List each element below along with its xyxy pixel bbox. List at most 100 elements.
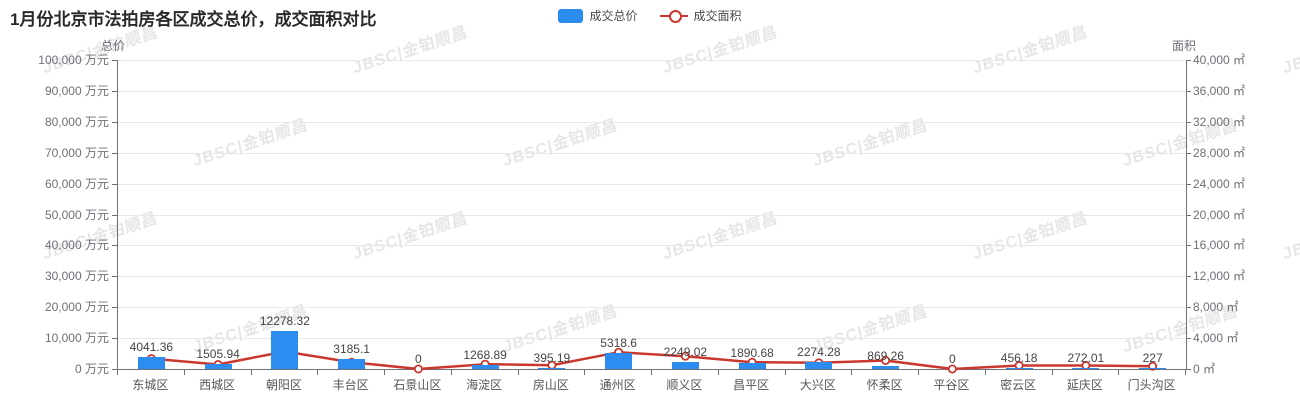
x-axis-category-label: 昌平区 <box>733 378 770 392</box>
bar-value-label: 227 <box>1142 351 1163 366</box>
bar-value-label: 1268.89 <box>463 348 507 363</box>
left-axis-tick-label: 20,000 万元 <box>44 300 109 315</box>
right-axis-tick <box>1186 369 1191 370</box>
left-axis-tick-label: 60,000 万元 <box>44 176 109 191</box>
x-axis-category-label: 通州区 <box>599 378 636 392</box>
x-axis-tick <box>717 370 719 375</box>
x-axis-tick <box>183 370 185 375</box>
line-point[interactable] <box>1081 361 1091 371</box>
legend-item-area[interactable]: 成交面积 <box>659 7 742 24</box>
x-axis-category-label: 大兴区 <box>799 378 836 392</box>
gridline <box>117 183 1185 185</box>
bar[interactable] <box>1072 368 1100 369</box>
line-path <box>151 350 1153 371</box>
bar-value-label: 12278.32 <box>259 314 310 329</box>
right-axis-tick-label: 12,000 ㎡ <box>1193 269 1246 284</box>
bar-series-swatch-icon <box>558 8 584 23</box>
bar-value-label: 1890.68 <box>730 346 774 361</box>
legend-label-total-price: 成交总价 <box>589 9 638 23</box>
right-axis-tick-label: 20,000 ㎡ <box>1193 207 1246 222</box>
line-point[interactable] <box>1014 361 1024 371</box>
line-point[interactable] <box>947 364 957 374</box>
bar-value-label: 2249.02 <box>663 345 708 360</box>
right-axis-tick-label: 4,000 ㎡ <box>1193 331 1239 346</box>
x-axis-tick <box>1051 370 1053 375</box>
left-axis-tick <box>112 338 117 340</box>
x-axis-tick <box>384 370 385 375</box>
x-axis-category-label: 石景山区 <box>393 378 442 392</box>
right-axis-tick-label: 0 ㎡ <box>1193 362 1216 376</box>
bar-value-label: 456.18 <box>1000 350 1038 365</box>
x-axis-category-label: 海淀区 <box>466 378 503 392</box>
bar[interactable] <box>605 352 633 369</box>
left-axis-tick <box>112 276 117 278</box>
left-axis-tick-label: 100,000 万元 <box>38 53 109 67</box>
bar-value-label: 272.01 <box>1067 351 1105 366</box>
chart-title: 1月份北京市法拍房各区成交总价，成交面积对比 <box>10 10 377 29</box>
x-axis-tick <box>651 370 652 375</box>
bar[interactable] <box>738 363 766 369</box>
left-axis-tick <box>112 245 117 247</box>
plot-area: 4041.36 1505.94 12278.32 3185.1 0 1268.89 395.… <box>117 60 1187 374</box>
line-series-swatch-icon <box>659 9 688 23</box>
right-axis-tick-label: 32,000 ㎡ <box>1193 114 1246 129</box>
left-axis-tick-label: 50,000 万元 <box>44 207 109 222</box>
bar[interactable] <box>471 365 499 369</box>
x-axis-tick <box>1118 370 1120 375</box>
bar-value-label: 4041.36 <box>129 339 174 354</box>
line-point[interactable] <box>881 356 891 366</box>
x-axis-category-label: 丰台区 <box>332 378 369 392</box>
bar[interactable] <box>204 364 232 369</box>
left-axis-tick-label: 40,000 万元 <box>44 238 109 253</box>
left-axis-tick <box>112 152 117 154</box>
x-axis-tick <box>317 370 319 375</box>
right-axis-tick <box>1186 307 1191 309</box>
bar[interactable] <box>338 359 366 369</box>
left-axis-tick-label: 90,000 万元 <box>44 83 109 98</box>
legend: 成交总价 成交面积 <box>0 7 1300 24</box>
x-axis-category-label: 顺义区 <box>666 378 703 392</box>
x-axis-category-label: 怀柔区 <box>866 378 903 392</box>
bar-value-label: 0 <box>415 352 422 366</box>
bar[interactable] <box>538 367 566 369</box>
right-axis-tick-label: 8,000 ㎡ <box>1193 300 1239 315</box>
left-axis-tick <box>112 121 117 123</box>
bar-value-label: 395.19 <box>533 350 571 365</box>
x-axis-tick <box>117 370 118 375</box>
bar[interactable] <box>1005 367 1033 369</box>
bar-value-label: 5318.6 <box>600 335 637 350</box>
right-axis-tick <box>1186 276 1191 278</box>
x-axis-tick <box>918 370 919 375</box>
bar-value-label: 3185.1 <box>333 342 370 357</box>
bar-value-label: 869.26 <box>867 349 904 364</box>
gridline <box>117 60 1185 61</box>
bar[interactable] <box>1139 368 1167 369</box>
bar[interactable] <box>872 366 900 369</box>
left-axis-tick <box>112 307 117 309</box>
x-axis-category-label: 房山区 <box>532 378 569 392</box>
right-axis-tick-label: 28,000 ㎡ <box>1193 145 1246 160</box>
x-axis-category-label: 平谷区 <box>933 378 970 392</box>
right-axis-tick <box>1186 183 1191 185</box>
bar-value-label: 1505.94 <box>196 347 240 362</box>
x-axis-category-label: 朝阳区 <box>265 378 302 392</box>
gridline <box>117 276 1185 278</box>
line-point[interactable] <box>680 351 690 361</box>
legend-item-total-price[interactable]: 成交总价 <box>558 7 638 24</box>
bar[interactable] <box>805 361 833 369</box>
right-axis-tick <box>1186 90 1191 92</box>
right-axis-title: 面积 <box>1172 39 1197 53</box>
bar[interactable] <box>137 356 165 369</box>
gridline <box>117 152 1185 154</box>
x-axis-category-label: 西城区 <box>199 378 236 392</box>
right-axis-tick-label: 16,000 ㎡ <box>1193 238 1246 253</box>
gridline <box>117 307 1185 309</box>
line-point[interactable] <box>413 364 423 374</box>
bar[interactable] <box>271 331 299 369</box>
bar[interactable] <box>671 362 699 369</box>
legend-label-area: 成交面积 <box>693 9 742 23</box>
right-axis-tick <box>1186 338 1191 340</box>
x-axis-category-label: 延庆区 <box>1066 378 1103 392</box>
left-axis-tick <box>112 90 117 92</box>
